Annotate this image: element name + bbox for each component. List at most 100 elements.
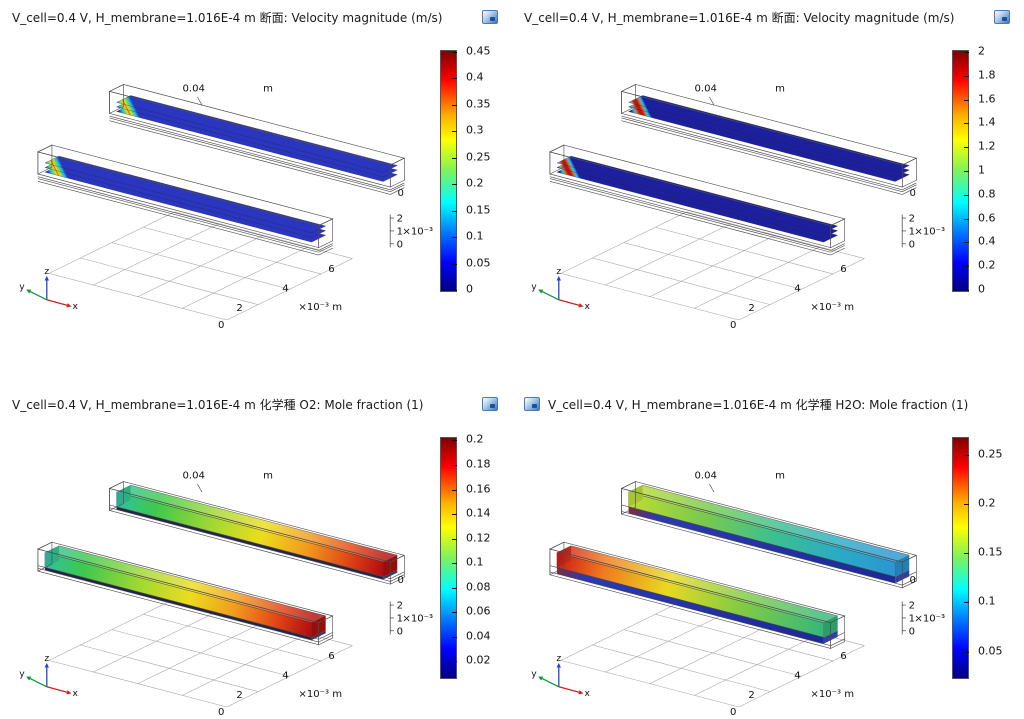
axis-label: x xyxy=(73,688,79,699)
plot-title: V_cell=0.4 V, H_membrane=1.016E-4 m 断面: … xyxy=(12,10,443,25)
axis-label: x xyxy=(585,688,591,699)
colorbar-tick-label: 0.2 xyxy=(978,496,996,510)
colorbar-tick-label: 0 xyxy=(978,282,985,296)
axis-label: 0 xyxy=(730,707,736,718)
axis-label: m xyxy=(263,470,273,481)
floor-grid xyxy=(48,211,353,321)
colorbar-tick-mark xyxy=(452,237,457,239)
colorbar-tick-mark xyxy=(964,504,969,505)
axis-label: y xyxy=(531,669,537,680)
axis-label: x xyxy=(73,301,79,312)
axis-label: z xyxy=(44,653,49,664)
comsol-plot-group-icon xyxy=(524,397,540,411)
colorbar-tick-label: 0 xyxy=(466,282,473,296)
colorbar-tick-mark xyxy=(964,194,969,196)
channel-back xyxy=(108,481,406,585)
axis-label: y xyxy=(19,282,25,293)
colorbar-tick-mark xyxy=(964,553,969,555)
axis-label: 4 xyxy=(794,284,800,295)
axis-label: 1 xyxy=(909,614,915,625)
colorbar-tick-label: 0.1 xyxy=(978,594,996,608)
colorbar-tick-mark xyxy=(452,290,457,291)
channel-wireframe xyxy=(108,83,406,195)
colorbar: 0.45 0.4 0.35 0.3 0.25 0.2 0.15 0.1 0.05 0 xyxy=(440,28,506,328)
axis-label: y xyxy=(19,669,25,680)
comsol-plot-group-icon xyxy=(482,397,498,411)
colorbar-tick-mark xyxy=(964,218,969,220)
colorbar-tick-label: 0.05 xyxy=(978,644,1003,658)
axis-label: 0 xyxy=(909,239,915,250)
axis-label: 2 xyxy=(397,601,403,612)
axis-label: 0.04 xyxy=(182,83,204,94)
axis-label: 0 xyxy=(909,626,915,637)
colorbar-tick-label: 0.18 xyxy=(466,457,491,471)
colorbar-tick-label: 0.06 xyxy=(466,604,491,618)
colorbar-tick-label: 1.8 xyxy=(978,68,996,82)
axis-label: z xyxy=(44,266,49,277)
coordinate-triad: z y x xyxy=(19,266,78,312)
colorbar-tick-mark xyxy=(452,78,457,80)
colorbar-tick-label: 0.15 xyxy=(978,545,1003,559)
colorbar-tick-mark xyxy=(452,661,457,663)
panel-velocity-magnitude-2: V_cell=0.4 V, H_membrane=1.016E-4 m 断面: … xyxy=(512,0,1024,359)
axis-label: ×10⁻³ xyxy=(402,614,433,625)
axis-label: z xyxy=(556,266,561,277)
axis-label: ×10⁻³ m xyxy=(810,302,854,313)
colorbar-tick-label: 0.14 xyxy=(466,506,491,520)
colorbar-tick-label: 0.04 xyxy=(466,629,491,643)
colorbar-tick-mark xyxy=(964,242,969,244)
coordinate-triad: z y x xyxy=(531,266,590,312)
colorbar-tick-label: 1.2 xyxy=(978,139,996,153)
axis-label: 2 xyxy=(397,214,403,225)
colorbar-tick-mark xyxy=(964,99,969,101)
comsol-plot-group-icon xyxy=(482,10,498,24)
axis-label: ×10⁻³ m xyxy=(298,689,342,700)
axis-label: 6 xyxy=(840,651,846,662)
colorbar-tick-label: 2 xyxy=(978,44,985,58)
axis-label: ×10⁻³ xyxy=(914,227,945,238)
axis-label: 1 xyxy=(397,614,403,625)
channel-wireframe xyxy=(36,541,334,646)
colorbar-tick-mark xyxy=(452,489,457,491)
channel-wireframe xyxy=(108,481,406,585)
axis-label: ×10⁻³ m xyxy=(810,689,854,700)
colorbar-tick-label: 0.4 xyxy=(978,234,996,248)
axis-label: 0.04 xyxy=(694,83,716,94)
colorbar-tick-mark xyxy=(452,52,457,53)
colorbar-tick-mark xyxy=(452,612,457,614)
colorbar-tick-mark xyxy=(452,263,457,265)
colorbar-gradient xyxy=(440,437,457,679)
colorbar-tick-mark xyxy=(452,184,457,186)
channel-front xyxy=(36,144,334,256)
axis-label: ×10⁻³ m xyxy=(298,302,342,313)
colorbar-tick-mark xyxy=(452,104,457,106)
colorbar-tick-mark xyxy=(964,171,969,172)
axis-label: 2 xyxy=(748,303,754,314)
plot-title-bar: V_cell=0.4 V, H_membrane=1.016E-4 m 化学種 … xyxy=(8,393,512,415)
colorbar-tick-mark xyxy=(964,266,969,268)
colorbar-tick-label: 0.02 xyxy=(466,653,491,667)
channel-front xyxy=(36,541,334,646)
axis-label: 0 xyxy=(397,626,403,637)
colorbar-tick-label: 0.1 xyxy=(466,555,484,569)
colorbar-tick-mark xyxy=(964,602,969,604)
colorbar-tick-mark xyxy=(964,75,969,77)
colorbar-tick-label: 0.2 xyxy=(466,432,484,446)
colorbar-tick-label: 0.08 xyxy=(466,580,491,594)
colorbar-tick-label: 0.2 xyxy=(466,176,484,190)
coordinate-triad: z y x xyxy=(531,653,590,699)
panel-h2o-mole-fraction: V_cell=0.4 V, H_membrane=1.016E-4 m 化学種 … xyxy=(512,359,1024,719)
axis-label: 0 xyxy=(730,320,736,331)
plot-title: V_cell=0.4 V, H_membrane=1.016E-4 m 化学種 … xyxy=(548,397,969,412)
channel-front xyxy=(548,541,846,649)
comsol-plot-group-icon xyxy=(994,10,1010,24)
channel-wireframe xyxy=(620,481,918,589)
